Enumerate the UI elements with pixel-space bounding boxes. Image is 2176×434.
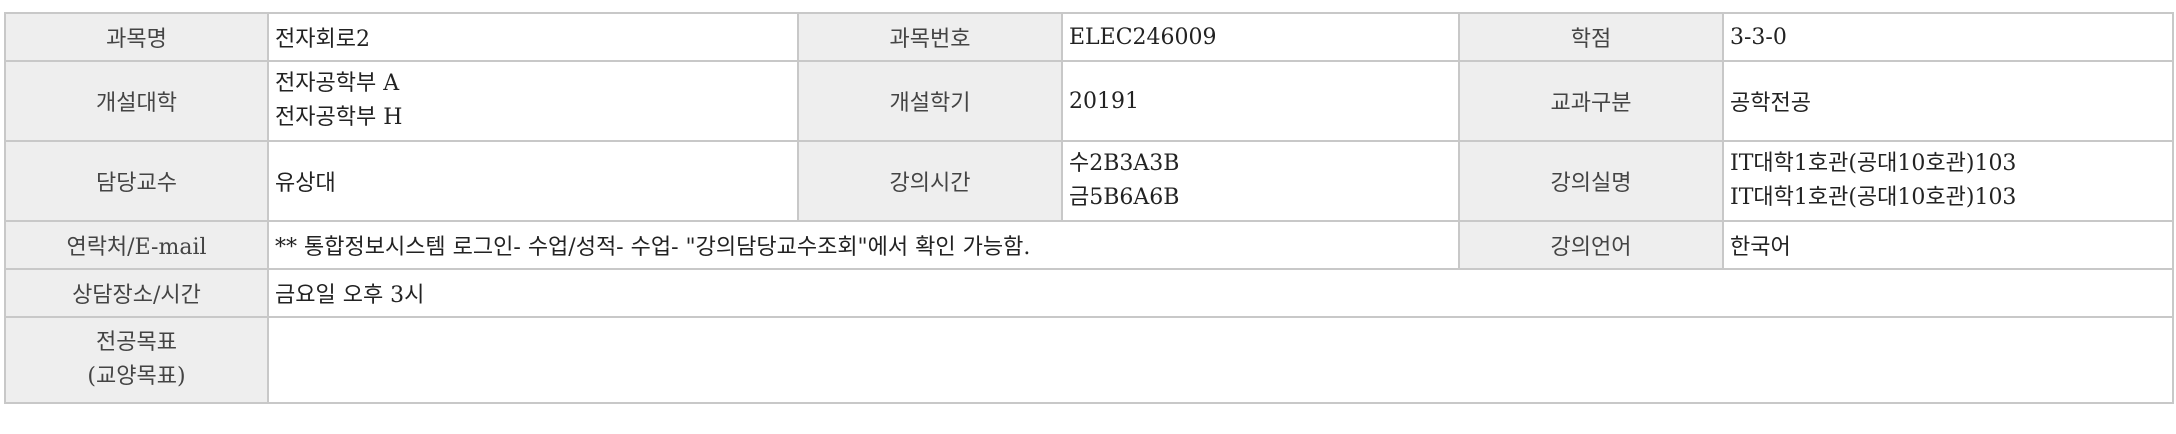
college-value-line-1: 전자공학부 A [275, 71, 400, 96]
professor-label: 담당교수 [4, 140, 269, 222]
goal-value [267, 316, 2174, 404]
lecture-time-line-1: 수2B3A3B [1069, 151, 1180, 176]
lecture-time-value: 수2B3A3B 금5B6A6B [1061, 140, 1460, 222]
category-value: 공학전공 [1722, 60, 2174, 142]
credits-label: 학점 [1458, 12, 1724, 62]
college-label: 개설대학 [4, 60, 269, 142]
classroom-label: 강의실명 [1458, 140, 1724, 222]
category-label: 교과구분 [1458, 60, 1724, 142]
consultation-value: 금요일 오후 3시 [267, 268, 2174, 318]
table-row: 담당교수 유상대 강의시간 수2B3A3B 금5B6A6B 강의실명 IT대학1… [4, 140, 2174, 222]
classroom-value: IT대학1호관(공대10호관)103 IT대학1호관(공대10호관)103 [1722, 140, 2174, 222]
contact-label: 연락처/E-mail [4, 220, 269, 270]
professor-value: 유상대 [267, 140, 799, 222]
consultation-label: 상담장소/시간 [4, 268, 269, 318]
language-label: 강의언어 [1458, 220, 1724, 270]
college-value-line-2: 전자공학부 H [275, 105, 403, 130]
lecture-time-line-2: 금5B6A6B [1069, 185, 1180, 210]
college-value: 전자공학부 A 전자공학부 H [267, 60, 799, 142]
goal-label-line-1: 전공목표 [96, 330, 177, 355]
classroom-line-2: IT대학1호관(공대10호관)103 [1730, 185, 2017, 210]
goal-label-line-2: (교양목표) [87, 364, 186, 389]
course-name-label: 과목명 [4, 12, 269, 62]
semester-value: 20191 [1061, 60, 1460, 142]
course-name-value: 전자회로2 [267, 12, 799, 62]
course-number-label: 과목번호 [797, 12, 1063, 62]
language-value: 한국어 [1722, 220, 2174, 270]
lecture-time-label: 강의시간 [797, 140, 1063, 222]
course-number-value: ELEC246009 [1061, 12, 1460, 62]
credits-value: 3-3-0 [1722, 12, 2174, 62]
classroom-line-1: IT대학1호관(공대10호관)103 [1730, 151, 2017, 176]
course-info-table: 과목명 전자회로2 과목번호 ELEC246009 학점 3-3-0 개설대학 … [4, 12, 2174, 404]
table-row: 전공목표 (교양목표) [4, 316, 2174, 404]
goal-label: 전공목표 (교양목표) [4, 316, 269, 404]
table-row: 상담장소/시간 금요일 오후 3시 [4, 268, 2174, 318]
table-row: 개설대학 전자공학부 A 전자공학부 H 개설학기 20191 교과구분 공학전… [4, 60, 2174, 142]
course-info-panel: 과목명 전자회로2 과목번호 ELEC246009 학점 3-3-0 개설대학 … [4, 12, 2174, 404]
contact-value: ** 통합정보시스템 로그인- 수업/성적- 수업- "강의담당교수조회"에서 … [267, 220, 1460, 270]
semester-label: 개설학기 [797, 60, 1063, 142]
table-row: 연락처/E-mail ** 통합정보시스템 로그인- 수업/성적- 수업- "강… [4, 220, 2174, 270]
table-row: 과목명 전자회로2 과목번호 ELEC246009 학점 3-3-0 [4, 12, 2174, 62]
